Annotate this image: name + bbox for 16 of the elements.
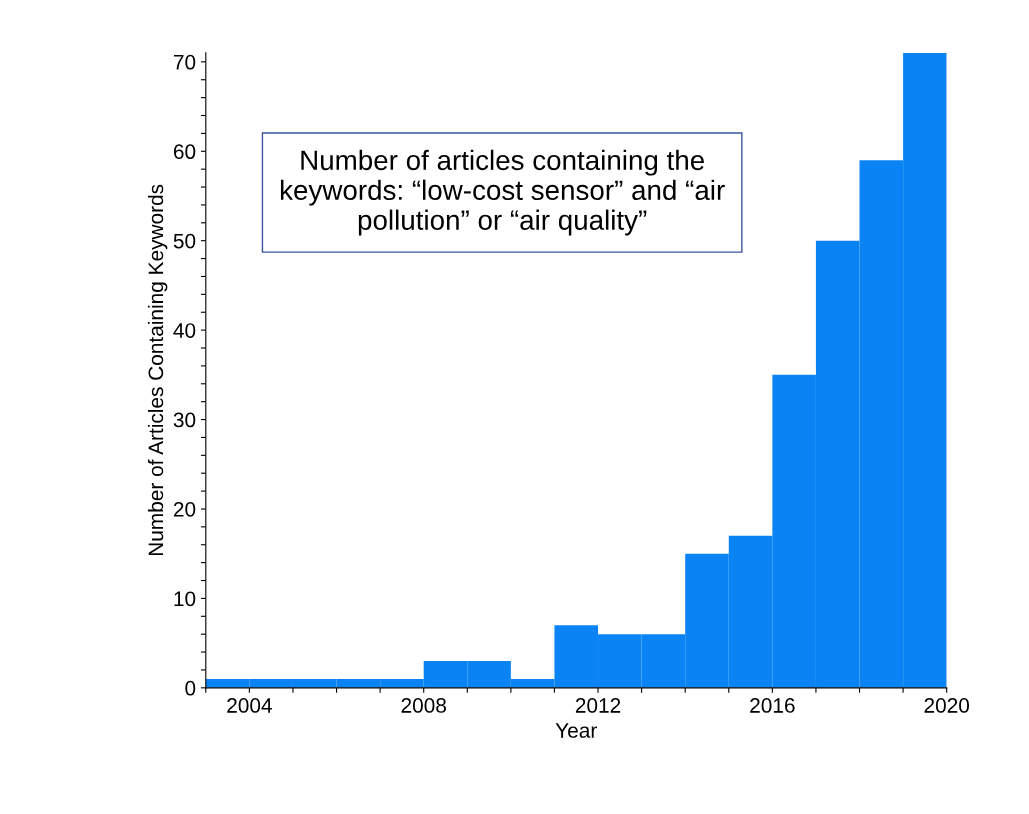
y-tick-label: 40 (173, 323, 196, 338)
y-tick-label: 20 (173, 501, 196, 517)
annotation: Number of articles containing the keywords: “low-cost sensor” and “air pollution” or “air quality” (280, 149, 725, 236)
y-tick-label: 0 (185, 680, 196, 696)
y-tick-label: 10 (174, 591, 196, 607)
y-tick-label: 50 (173, 233, 196, 249)
x-tick-label: 2004 (227, 698, 272, 713)
y-tick-label: 60 (173, 144, 196, 160)
y-axis-title: Number of Articles Containing Keywords (147, 184, 168, 556)
y-tick-label: 30 (173, 412, 196, 428)
x-tick-label: 2020 (924, 698, 970, 713)
y-tick-label: 70 (173, 54, 196, 70)
x-tick-label: 2012 (575, 698, 621, 713)
x-tick-label: 2016 (750, 698, 795, 713)
x-axis-title: Year (555, 723, 597, 738)
x-tick-label: 2008 (401, 698, 446, 713)
